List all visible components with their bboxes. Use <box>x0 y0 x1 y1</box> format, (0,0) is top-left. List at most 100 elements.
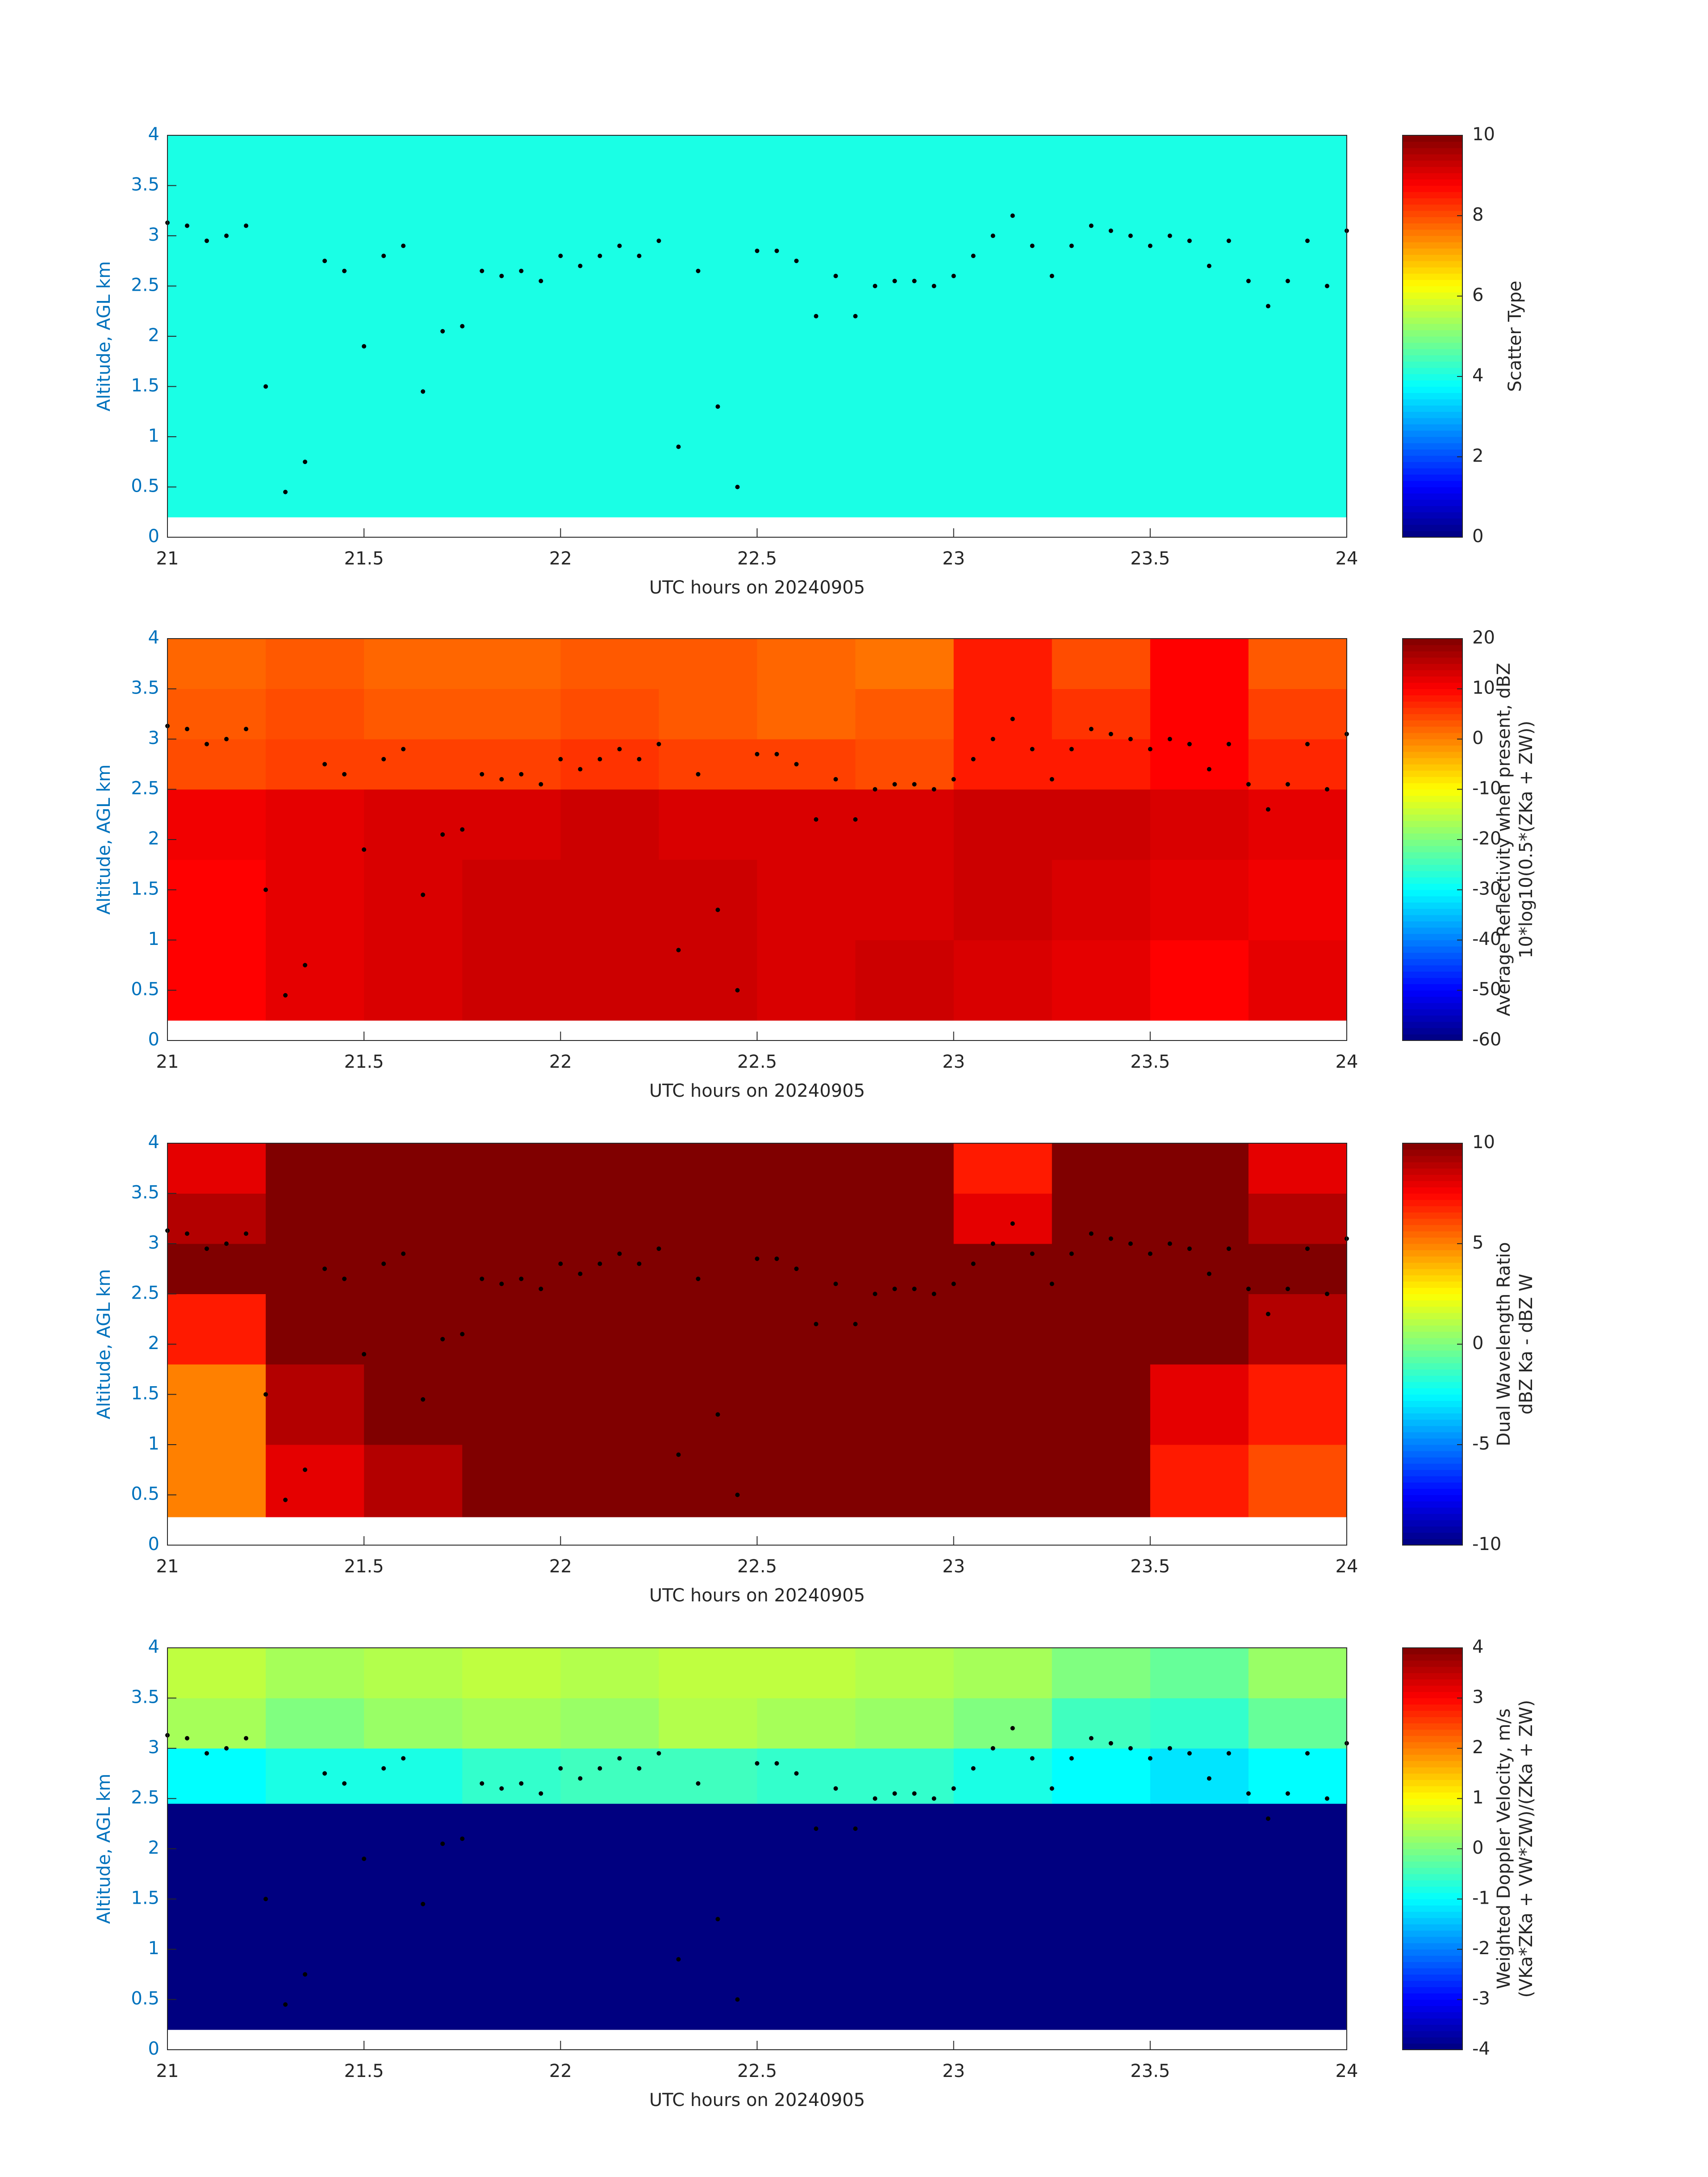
heatmap-cell <box>1052 185 1151 236</box>
y-tick-label: 0.5 <box>131 1989 159 2009</box>
y-tick-label: 1 <box>148 426 159 446</box>
colorbar-swatch <box>1403 984 1462 990</box>
heatmap-cell <box>560 1294 659 1365</box>
colorbar-swatch <box>1403 286 1462 293</box>
point <box>1265 807 1270 812</box>
point <box>1069 1251 1074 1256</box>
heatmap-cell <box>757 1869 856 1950</box>
colorbar-swatch <box>1403 1174 1462 1181</box>
colorbar-swatch <box>1403 1723 1462 1730</box>
heatmap-cell <box>659 185 757 236</box>
point <box>263 887 268 892</box>
heatmap-cell <box>1248 1698 1347 1749</box>
colorbar-swatch <box>1403 1394 1462 1401</box>
heatmap-cell <box>659 437 757 518</box>
colorbar-swatch <box>1403 651 1462 658</box>
colorbar-swatch <box>1403 657 1462 664</box>
colorbar-swatch <box>1403 1507 1462 1514</box>
point <box>1285 1287 1290 1291</box>
colorbar-tick-label: -4 <box>1472 2039 1490 2059</box>
point <box>480 772 484 777</box>
heatmap-cell <box>659 1193 757 1244</box>
point <box>303 1972 308 1977</box>
colorbar-tick-label: 0 <box>1472 1333 1483 1354</box>
colorbar-tick-label: 4 <box>1472 365 1483 386</box>
heatmap-cell <box>462 1193 561 1244</box>
colorbar-swatch <box>1403 1337 1462 1345</box>
colorbar-swatch <box>1403 311 1462 318</box>
colorbar-swatch <box>1403 1704 1462 1711</box>
colorbar-swatch <box>1403 317 1462 324</box>
colorbar-swatch <box>1403 1830 1462 1837</box>
colorbar-swatch <box>1403 2043 1462 2050</box>
heatmap-cell <box>855 1803 954 1869</box>
heatmap-cell <box>1052 1244 1151 1294</box>
heatmap-cell <box>953 1143 1052 1194</box>
point <box>774 752 779 756</box>
heatmap-cell <box>1150 1869 1249 1950</box>
point <box>1089 1231 1094 1236</box>
colorbar-swatch <box>1403 1930 1462 1937</box>
point <box>224 1241 229 1246</box>
colorbar-swatch <box>1403 1692 1462 1698</box>
point <box>814 1826 819 1831</box>
heatmap-cell <box>167 1364 266 1445</box>
point <box>892 279 897 284</box>
point <box>1049 1786 1054 1791</box>
point <box>558 757 563 761</box>
point <box>1285 782 1290 787</box>
heatmap-cell <box>167 1949 266 2030</box>
heatmap-cell <box>953 1803 1052 1869</box>
heatmap-cell <box>167 1143 266 1194</box>
point <box>755 1761 760 1766</box>
heatmap-cell <box>364 185 463 236</box>
heatmap-cell <box>364 1949 463 2030</box>
colorbar-swatch <box>1403 1350 1462 1357</box>
heatmap-cell <box>953 1949 1052 2030</box>
point <box>873 284 877 288</box>
point <box>931 787 936 792</box>
point <box>519 1781 524 1786</box>
heatmap-cell <box>167 860 266 940</box>
heatmap-cell <box>953 1869 1052 1950</box>
colorbar-swatch <box>1403 2037 1462 2044</box>
heatmap-cell <box>167 356 266 437</box>
colorbar-swatch <box>1403 330 1462 337</box>
x-tick-label: 21 <box>156 1052 179 1072</box>
heatmap-cell <box>462 1869 561 1950</box>
point <box>440 832 445 837</box>
colorbar-swatch <box>1403 1407 1462 1414</box>
colorbar-swatch <box>1403 808 1462 815</box>
heatmap-cell <box>167 1803 266 1869</box>
colorbar-swatch <box>1403 1425 1462 1433</box>
heatmap-cell <box>1150 1698 1249 1749</box>
point <box>1108 1236 1113 1241</box>
colorbar-swatch <box>1403 242 1462 249</box>
point <box>971 1262 976 1266</box>
heatmap-cell <box>167 1698 266 1749</box>
colorbar-swatch <box>1403 1993 1462 2000</box>
colorbar-swatch <box>1403 349 1462 355</box>
point <box>362 847 367 852</box>
colorbar-swatch <box>1403 380 1462 387</box>
colorbar-tick-label: 3 <box>1472 1687 1483 1708</box>
heatmap-cell <box>855 1143 954 1194</box>
x-axis-label: UTC hours on 20240905 <box>649 577 865 598</box>
heatmap-cell <box>1052 1193 1151 1244</box>
heatmap-cell <box>757 1364 856 1445</box>
colorbar-swatch <box>1403 840 1462 846</box>
point <box>499 1786 504 1791</box>
heatmap-cell <box>1150 185 1249 236</box>
heatmap-cell <box>364 356 463 437</box>
point <box>1226 238 1231 243</box>
heatmap-cell <box>1052 135 1151 186</box>
heatmap-cell <box>266 1445 364 1517</box>
colorbar-swatch <box>1403 361 1462 368</box>
point <box>1324 284 1329 288</box>
point <box>1167 234 1172 238</box>
point <box>185 1736 190 1741</box>
point <box>1108 1741 1113 1746</box>
colorbar-swatch <box>1403 1868 1462 1874</box>
heatmap-cell <box>953 1294 1052 1365</box>
x-tick-label: 22 <box>549 548 572 569</box>
